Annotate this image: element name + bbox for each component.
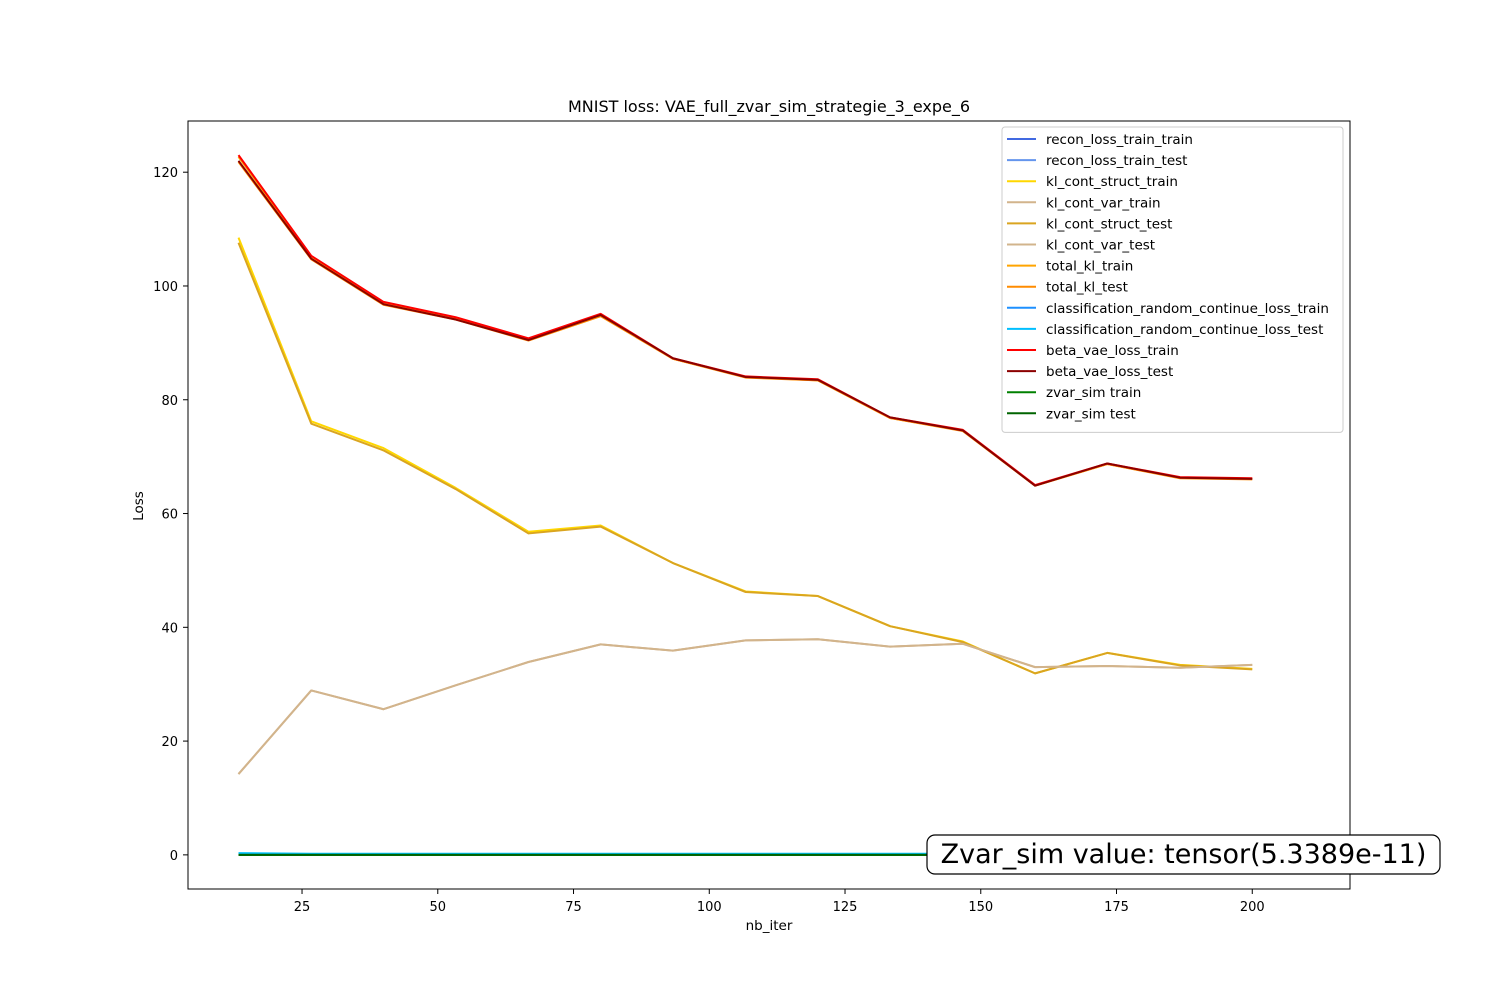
y-tick-label: 120 [153, 166, 178, 181]
axes-frame [187, 120, 1351, 890]
x-tick-label: 125 [833, 900, 858, 915]
legend-entry: total_kl_train [1046, 259, 1133, 275]
x-tick-label: 25 [294, 900, 311, 915]
legend-entry: classification_random_continue_loss_test [1046, 322, 1323, 338]
annotation-box: Zvar_sim value: tensor(5.3389e-11) [926, 834, 1441, 875]
x-tick-label: 75 [565, 900, 582, 915]
x-tick-label: 100 [697, 900, 722, 915]
legend-entry: recon_loss_train_train [1046, 132, 1193, 148]
legend-entry: zvar_sim train [1046, 385, 1141, 401]
plot-area: 25 50 75 100 125 150 175 200 0 20 40 60 80 100 120 [153, 120, 1351, 915]
legend-entry: classification_random_continue_loss_trai… [1046, 301, 1329, 317]
series-line-5 [237, 638, 1253, 775]
legend-entry: beta_vae_loss_test [1046, 364, 1173, 380]
legend-entry: kl_cont_struct_test [1046, 216, 1172, 232]
y-tick-label: 0 [170, 849, 178, 864]
x-tick-label: 175 [1104, 900, 1129, 915]
legend-entry: kl_cont_var_test [1046, 238, 1155, 254]
series-line-11 [237, 160, 1253, 487]
annotation-text: Zvar_sim value: tensor(5.3389e-11) [941, 839, 1427, 870]
legend-entry: recon_loss_train_test [1046, 153, 1187, 169]
x-tick-label: 200 [1240, 900, 1265, 915]
legend-entry: beta_vae_loss_train [1046, 343, 1179, 359]
x-tick-label: 50 [430, 900, 447, 915]
y-axis-label: Loss [131, 491, 147, 521]
y-tick-label: 60 [161, 508, 178, 523]
chart-title: MNIST loss: VAE_full_zvar_sim_strategie_… [568, 97, 970, 117]
series-line-4 [237, 242, 1253, 675]
y-tick-label: 100 [153, 280, 178, 295]
y-tick-label: 20 [161, 735, 178, 750]
x-tick-label: 150 [968, 900, 993, 915]
y-tick-label: 80 [161, 394, 178, 409]
x-axis-label: nb_iter [746, 918, 793, 934]
annotation-frame [926, 834, 1441, 875]
legend-entry: total_kl_test [1046, 280, 1128, 296]
legend-box [1001, 126, 1344, 433]
legend-entry: zvar_sim test [1046, 406, 1136, 422]
legend-entry: kl_cont_var_train [1046, 195, 1161, 211]
legend-entry: kl_cont_struct_train [1046, 174, 1178, 190]
legend: recon_loss_train_train recon_loss_train_t… [1001, 126, 1344, 433]
y-tick-label: 40 [161, 621, 178, 636]
